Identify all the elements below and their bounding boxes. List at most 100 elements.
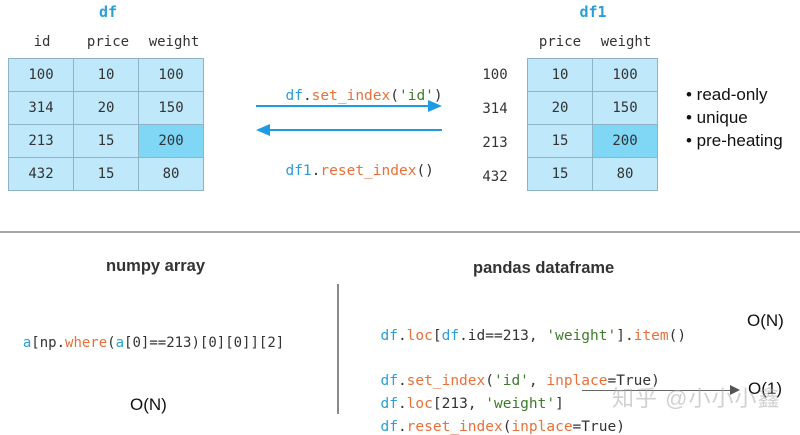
code-token: =True) (607, 373, 660, 389)
df1-index-label: 432 (482, 169, 508, 185)
table-cell: 15 (527, 124, 593, 158)
code-token: , (528, 373, 547, 389)
table-cell: 15 (527, 157, 593, 191)
code-token: a (115, 335, 125, 351)
code-token: [ (432, 328, 442, 344)
table-cell: 80 (592, 157, 658, 191)
code-token: where (65, 335, 108, 351)
numpy-section-title: numpy array (106, 257, 206, 275)
table-row: 213 15 200 (8, 124, 204, 158)
code-token: loc (406, 396, 433, 412)
code-token: () (668, 328, 687, 344)
list-item: • unique (686, 108, 748, 127)
code-token: . (302, 88, 312, 104)
pandas-reset-index-code: df.reset_index(inplace=True) (363, 403, 625, 435)
table-cell: 150 (138, 91, 204, 125)
complexity-pointer-arrow (582, 390, 732, 391)
code-token: 'id' (398, 88, 434, 104)
code-token: . (397, 373, 407, 389)
table-cell: 15 (73, 124, 139, 158)
vertical-divider (337, 284, 339, 414)
code-token: reset_index (320, 163, 417, 179)
highlighted-cell: 200 (592, 124, 658, 158)
watermark: 知乎 @小小小鑫 (612, 386, 781, 411)
table-cell: 314 (8, 91, 74, 125)
table-cell: 213 (8, 124, 74, 158)
df-title: df (98, 3, 118, 21)
code-token: set_index (406, 373, 486, 389)
list-item: • read-only (686, 85, 768, 104)
horizontal-divider (0, 231, 800, 233)
df1-index-label: 213 (482, 135, 508, 151)
code-token: =True) (572, 419, 625, 435)
code-token: df1 (285, 163, 312, 179)
code-token: df (380, 419, 398, 435)
code-token: 'weight' (485, 396, 556, 412)
backward-arrow (264, 129, 442, 131)
code-token: inplace (546, 373, 608, 389)
table-row: 432 15 80 (8, 157, 204, 191)
pandas-loc-filter-code: df.loc[df.id==213, 'weight'].item() (363, 312, 686, 344)
code-token: ( (390, 88, 399, 104)
code-token: ] (555, 396, 564, 412)
code-token: ) (433, 88, 443, 104)
df1-index-label: 314 (482, 101, 508, 117)
code-token: .id==213, (459, 328, 547, 344)
code-token: df (285, 88, 303, 104)
pandas-loc-index-code: df.loc[213, 'weight'] (363, 380, 564, 412)
table-row: 15 200 (527, 124, 658, 158)
table-cell: 10 (73, 58, 139, 92)
code-token: ( (502, 419, 512, 435)
code-token: . (397, 328, 407, 344)
code-token: [213, (432, 396, 486, 412)
table-cell: 80 (138, 157, 204, 191)
table-row: 10 100 (527, 58, 658, 92)
forward-arrow (256, 105, 434, 107)
pandas-filter-complexity: O(N) (747, 311, 784, 330)
code-token: . (311, 163, 321, 179)
code-token: () (416, 163, 434, 179)
code-token: loc (406, 328, 433, 344)
code-token: df (380, 328, 398, 344)
df1-table: 10 100 20 150 15 200 15 80 (527, 58, 658, 191)
table-cell: 100 (8, 58, 74, 92)
code-token: [np. (31, 335, 66, 351)
code-token: 'id' (493, 373, 529, 389)
table-cell: 432 (8, 157, 74, 191)
df-column-header-id: id (33, 34, 51, 50)
code-token: . (397, 396, 407, 412)
df-column-header-price: price (86, 34, 130, 50)
code-token: set_index (311, 88, 391, 104)
code-token: [0]==213)[0][0]][2] (124, 335, 285, 351)
df-table: 100 10 100 314 20 150 213 15 200 432 15 … (8, 58, 204, 191)
numpy-complexity: O(N) (130, 395, 167, 414)
table-cell: 100 (592, 58, 658, 92)
table-cell: 100 (138, 58, 204, 92)
code-token: a (22, 335, 32, 351)
table-row: 20 150 (527, 91, 658, 125)
code-token: 'weight' (546, 328, 617, 344)
code-token: inplace (511, 419, 573, 435)
arrow-right-icon (428, 100, 442, 112)
code-token: df (380, 396, 398, 412)
table-cell: 150 (592, 91, 658, 125)
pandas-index-complexity: O(1) (748, 379, 782, 398)
code-token: df (380, 373, 398, 389)
table-row: 314 20 150 (8, 91, 204, 125)
table-cell: 20 (527, 91, 593, 125)
table-row: 15 80 (527, 157, 658, 191)
arrow-right-icon (730, 385, 740, 395)
highlighted-cell: 200 (138, 124, 204, 158)
set-index-code: df.set_index('id') (268, 72, 443, 104)
list-item: • pre-heating (686, 131, 783, 150)
table-cell: 15 (73, 157, 139, 191)
code-token: reset_index (406, 419, 503, 435)
code-token: item (633, 328, 669, 344)
df-column-header-weight: weight (148, 34, 200, 50)
code-token: ( (107, 335, 116, 351)
numpy-code: a[np.where(a[0]==213)[0][0]][2] (6, 319, 284, 351)
df1-title: df1 (579, 3, 607, 21)
table-cell: 20 (73, 91, 139, 125)
code-token: df (441, 328, 460, 344)
pandas-section-title: pandas dataframe (473, 259, 615, 277)
